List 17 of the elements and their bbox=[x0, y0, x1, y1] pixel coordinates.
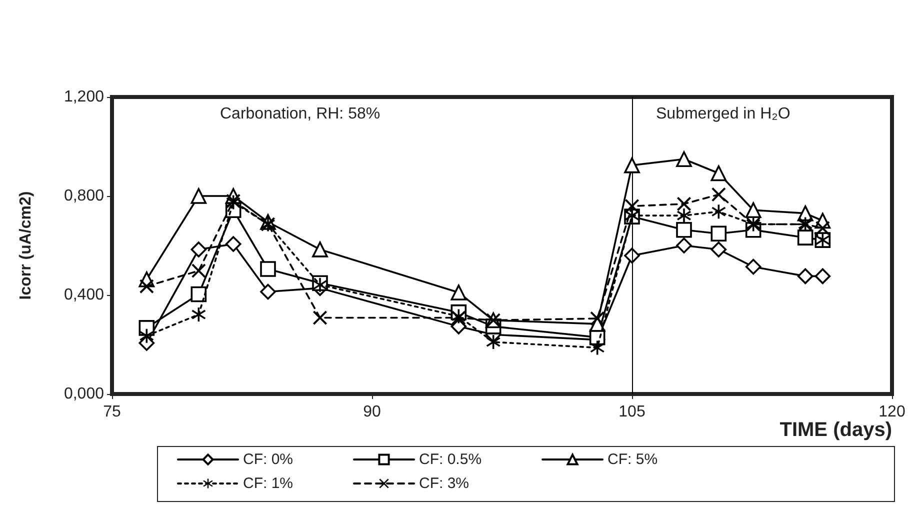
legend-label: CF: 1% bbox=[243, 475, 294, 492]
y-tick-label: 0,800 bbox=[64, 188, 104, 204]
annotation: Submerged in H₂O bbox=[656, 106, 790, 122]
y-tick-label: 1,200 bbox=[64, 88, 104, 106]
legend-label: CF: 0.5% bbox=[419, 451, 482, 468]
legend-label: CF: 0% bbox=[243, 451, 294, 468]
x-axis-title: TIME (days) bbox=[780, 419, 892, 441]
y-tick-label: 0,400 bbox=[64, 286, 104, 304]
x-tick-label: 90 bbox=[363, 404, 381, 420]
annotation: Carbonation, RH: 58% bbox=[220, 106, 380, 122]
x-tick-label: 75 bbox=[103, 404, 121, 420]
y-tick-label: 0,000 bbox=[64, 386, 104, 402]
x-tick-label: 105 bbox=[618, 404, 646, 420]
x-tick-label: 120 bbox=[878, 404, 906, 420]
legend-label: CF: 5% bbox=[608, 451, 658, 468]
legend-label: CF: 3% bbox=[419, 475, 470, 492]
y-axis-title: Icorr (uA/cm2) bbox=[18, 191, 34, 300]
